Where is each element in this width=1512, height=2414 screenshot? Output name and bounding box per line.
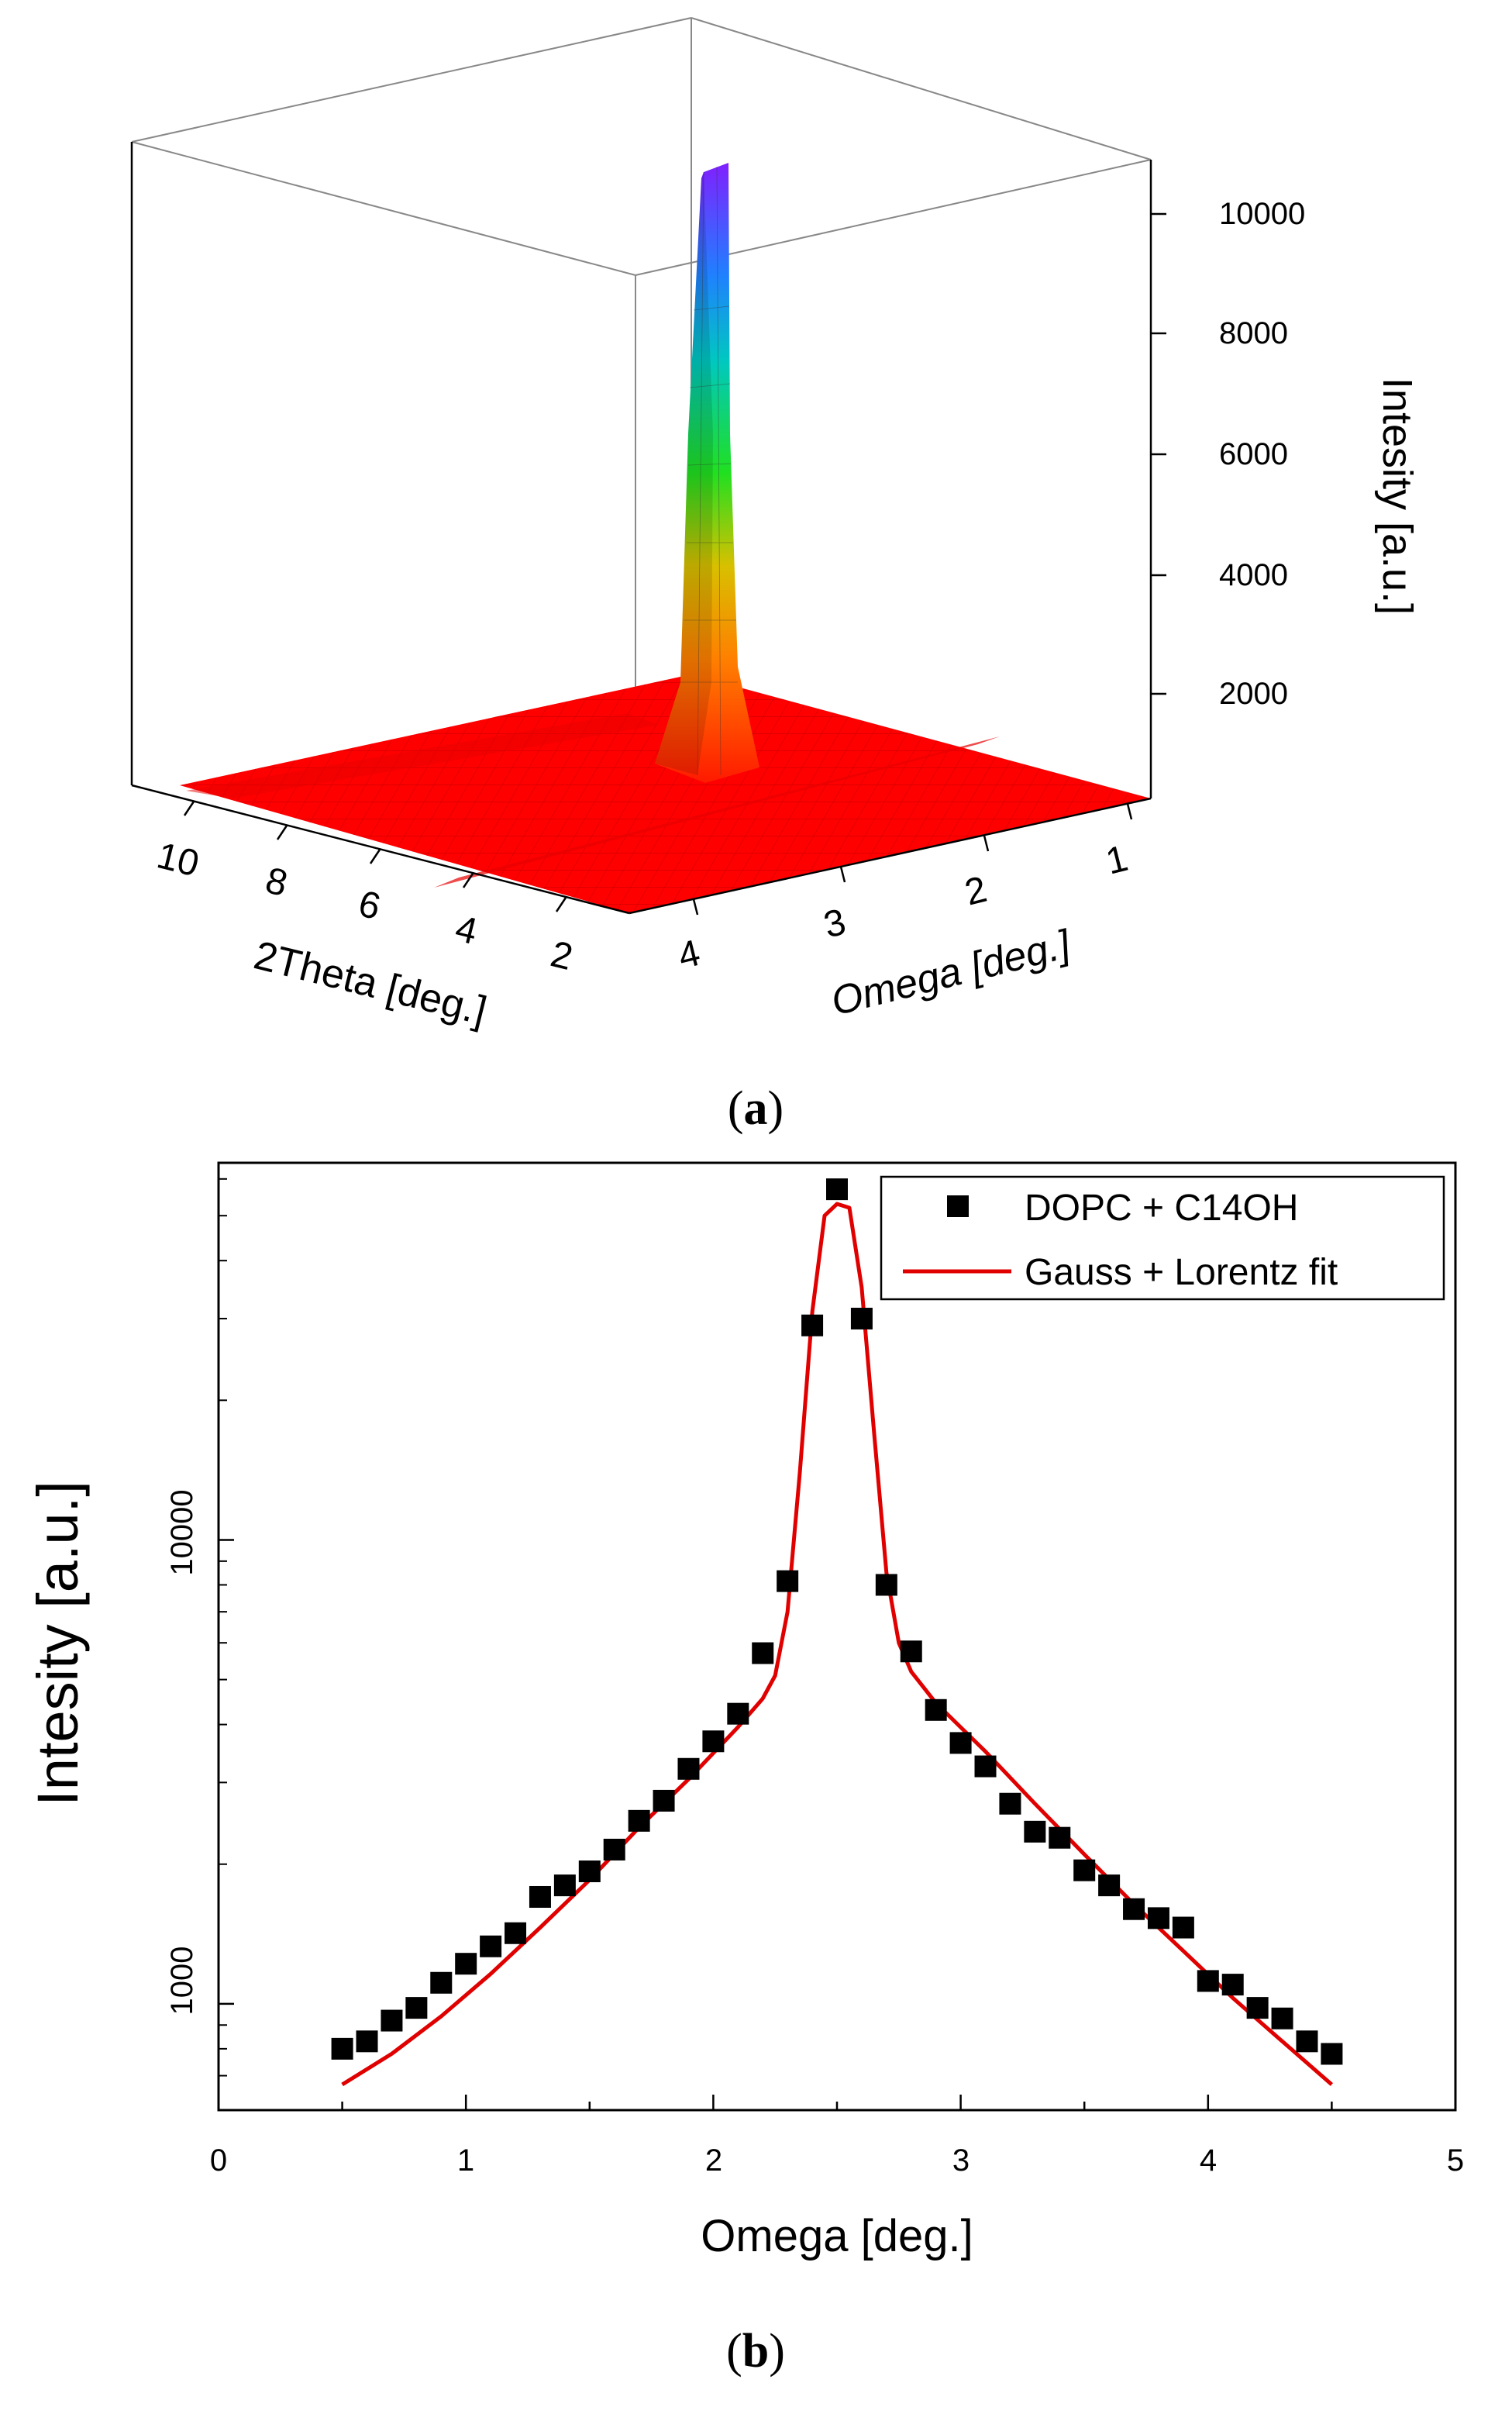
legend-label-fit: Gauss + Lorentz fit xyxy=(1025,1252,1338,1293)
y-tick-label: 10000 xyxy=(165,1489,199,1575)
data-point xyxy=(331,2037,353,2060)
data-point xyxy=(1296,2030,1318,2053)
data-point xyxy=(900,1640,922,1663)
data-point xyxy=(1221,1974,1244,1996)
z-axis-label: Intesity [a.u.] xyxy=(1374,378,1421,615)
panel-b-caption: (b) xyxy=(726,2325,785,2378)
data-point xyxy=(381,2009,403,2032)
x-tick-label: 3 xyxy=(952,2143,970,2178)
data-point xyxy=(727,1702,749,1725)
data-point xyxy=(405,1997,428,2019)
two-theta-tick-label: 2 xyxy=(546,933,577,978)
legend-label-data: DOPC + C14OH xyxy=(1025,1188,1298,1229)
omega-tick-label: 3 xyxy=(820,902,850,947)
data-point xyxy=(1049,1826,1071,1849)
data-point xyxy=(1147,1907,1169,1929)
data-point xyxy=(677,1757,700,1780)
data-point xyxy=(1246,1997,1269,2019)
data-point xyxy=(999,1792,1021,1815)
data-point xyxy=(578,1860,601,1882)
omega-tick-label: 2 xyxy=(961,869,991,914)
two-theta-tick-label: 10 xyxy=(153,835,203,885)
x-tick-label: 2 xyxy=(705,2143,722,2178)
data-point xyxy=(356,2030,378,2053)
data-point xyxy=(603,1838,625,1861)
data-point xyxy=(653,1789,675,1812)
x-tick-label: 5 xyxy=(1447,2143,1464,2178)
x-tick-label: 4 xyxy=(1200,2143,1217,2178)
data-point xyxy=(553,1874,576,1897)
x-tick-label: 0 xyxy=(210,2143,227,2178)
omega-axis-label: Omega [deg.] xyxy=(827,922,1076,1025)
y-tick-labels: 1000 10000 xyxy=(165,1489,199,2015)
data-point xyxy=(529,1885,551,1908)
data-point xyxy=(1321,2043,1343,2065)
z-tick-label: 10000 xyxy=(1219,197,1305,231)
data-point xyxy=(480,1935,502,1957)
fit-line-layer xyxy=(341,1202,1334,2087)
data-point xyxy=(1172,1916,1194,1939)
data-point xyxy=(875,1574,897,1596)
legend-box xyxy=(880,1175,1445,1301)
two-theta-tick-label: 6 xyxy=(354,883,384,928)
z-tick-label: 6000 xyxy=(1219,437,1288,471)
plot-frame xyxy=(217,1161,1457,2112)
data-points-layer xyxy=(331,1178,1343,2065)
y-axis-label: Intesity [a.u.] xyxy=(26,1481,90,1806)
surface-floor xyxy=(180,674,1151,913)
x-tick-label: 1 xyxy=(457,2143,474,2178)
legend: DOPC + C14OH Gauss + Lorentz fit xyxy=(880,1175,1445,1301)
two-theta-tick-label: 4 xyxy=(451,908,481,953)
y-tick-label: 1000 xyxy=(165,1947,199,2016)
data-point xyxy=(1123,1898,1145,1920)
z-tick-label: 2000 xyxy=(1219,677,1288,711)
two-theta-tick-label: 8 xyxy=(261,860,291,905)
x-tick-labels: 0 1 2 3 4 5 xyxy=(210,2143,1464,2178)
data-point xyxy=(1098,1874,1121,1897)
surface-peak xyxy=(655,163,759,783)
data-point xyxy=(752,1642,774,1664)
z-axis xyxy=(1151,212,1166,695)
data-point xyxy=(949,1732,972,1754)
data-point xyxy=(628,1809,650,1832)
data-point xyxy=(850,1307,873,1329)
data-point xyxy=(1073,1859,1096,1881)
fit-line xyxy=(341,1202,1334,2087)
data-point xyxy=(1197,1970,1219,1992)
z-tick-label: 4000 xyxy=(1219,558,1288,592)
data-point xyxy=(925,1698,947,1721)
data-point xyxy=(801,1314,824,1336)
data-point xyxy=(455,1953,477,1975)
axis-ticks xyxy=(217,1178,1457,2110)
data-point xyxy=(1024,1820,1046,1843)
omega-tick-label: 4 xyxy=(674,933,704,978)
data-point xyxy=(505,1922,527,1944)
z-tick-label: 8000 xyxy=(1219,316,1288,350)
x-axis-label: Omega [deg.] xyxy=(701,2211,973,2261)
box-front-edges xyxy=(130,142,1152,915)
data-point xyxy=(777,1570,799,1592)
data-point xyxy=(826,1178,848,1201)
panel-a-caption: (a) xyxy=(727,1082,784,1135)
data-point xyxy=(1271,2007,1293,2029)
data-point xyxy=(974,1755,997,1778)
data-point xyxy=(430,1971,453,1994)
data-point xyxy=(702,1730,725,1753)
legend-marker-square xyxy=(947,1195,969,1217)
omega-tick-label: 1 xyxy=(1102,838,1132,883)
surface-3d-chart: 2000 4000 6000 8000 10000 Intesity [a.u.… xyxy=(130,17,1421,1034)
